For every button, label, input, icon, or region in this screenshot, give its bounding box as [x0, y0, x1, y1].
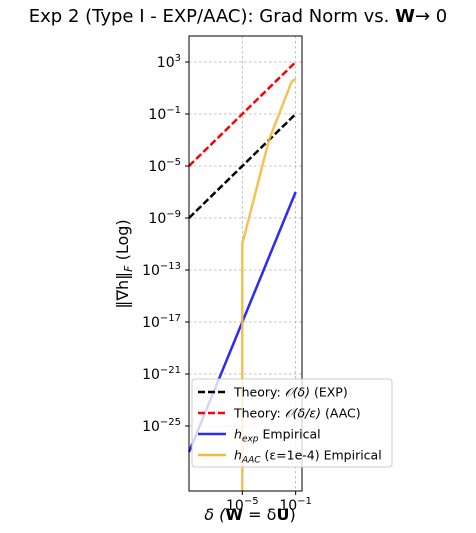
y-tick-label: 10−25: [142, 417, 181, 435]
chart-title-bold: W: [395, 6, 415, 27]
legend-label-theory-aac: Theory: 𝒪(δ/ε) (AAC): [233, 406, 361, 421]
y-tick-label: 10−5: [148, 157, 181, 175]
legend-label-theory-exp-tail: (EXP): [310, 385, 348, 400]
y-tick-label: 10−17: [142, 313, 181, 331]
y-axis-label-tail: (Log): [113, 219, 132, 265]
legend-label-theory-aac-tail: (AAC): [321, 406, 361, 421]
y-tick-label: 10−9: [148, 209, 181, 227]
legend-box: [191, 378, 393, 468]
legend-label-h-exp-sub: exp: [242, 435, 259, 445]
y-tick-label-exponent: −5: [166, 157, 181, 168]
x-tick-label-base: 10: [279, 498, 297, 514]
y-tick-label-exponent: −17: [160, 313, 181, 324]
y-tick-label-base: 10: [148, 211, 166, 227]
x-axis-label: δ (W = δU): [204, 505, 295, 524]
legend-label-theory-aac-main: Theory:: [233, 406, 285, 421]
y-tick-label-exponent: −1: [166, 105, 181, 116]
x-tick-label: 10−5: [226, 496, 259, 514]
x-axis-label-suffix: ): [289, 505, 295, 524]
legend-label-h-aac-tail: (ε=1e-4) Empirical: [261, 448, 382, 463]
y-tick-label-base: 10: [142, 263, 160, 279]
y-tick-label-exponent: −25: [160, 417, 181, 428]
legend-label-h-aac-sub: AAC: [241, 456, 261, 466]
y-tick-label-exponent: −9: [166, 209, 181, 220]
y-tick-label-exponent: −21: [160, 365, 181, 376]
legend-label-h-aac: hAAC (ε=1e-4) Empirical: [234, 448, 382, 466]
x-tick-label-base: 10: [226, 498, 244, 514]
y-tick-label-base: 10: [142, 367, 160, 383]
plot-frame: [188, 35, 303, 492]
legend-label-theory-exp-math: 𝒪(δ): [285, 385, 310, 400]
chart-title-text: Exp 2 (Type I - EXP/AAC): Grad Norm vs.: [29, 6, 395, 27]
theory-aac-line: [188, 61, 297, 167]
legend-label-h-exp: hexp Empirical: [234, 427, 321, 445]
y-tick-label: 10−21: [142, 365, 181, 383]
chart-title-suffix: → 0: [415, 6, 447, 27]
chart-title: Exp 2 (Type I - EXP/AAC): Grad Norm vs. …: [29, 6, 447, 27]
y-tick-label-base: 10: [148, 107, 166, 123]
legend-label-h-exp-tail: Empirical: [259, 427, 321, 442]
x-axis-label-mid: = δ: [243, 505, 276, 524]
x-tick-label-exponent: −5: [244, 496, 259, 507]
legend-label-h-aac-main: h: [234, 448, 242, 463]
legend-label-theory-exp-main: Theory:: [233, 385, 285, 400]
y-tick-label-exponent: −13: [160, 261, 181, 272]
legend-label-theory-exp: Theory: 𝒪(δ) (EXP): [233, 385, 348, 400]
x-axis-label-bold-2: U: [276, 505, 289, 524]
axis-ticks: 10−5 10−110−2510−2110−1710−1310−910−510−1…: [142, 53, 312, 514]
x-axis-label-prefix: δ (: [204, 505, 226, 524]
h-aac-line: [241, 77, 297, 491]
legend: Theory: 𝒪(δ) (EXP) Theory: 𝒪(δ/ε) (AAC) …: [191, 378, 393, 468]
y-tick-label-base: 10: [142, 315, 160, 331]
x-tick-label-exponent: −1: [297, 496, 312, 507]
y-axis-label: ‖∇h‖F (Log): [113, 219, 135, 308]
y-tick-label: 103: [157, 53, 181, 71]
y-tick-label-base: 10: [142, 419, 160, 435]
y-tick-label-base: 10: [157, 55, 175, 71]
y-axis-label-main: ‖∇h‖: [113, 272, 132, 309]
x-tick-label: 10−1: [279, 496, 312, 514]
y-tick-label-base: 10: [148, 159, 166, 175]
y-tick-label: 10−1: [148, 105, 181, 123]
theory-exp-line: [188, 113, 297, 219]
y-axis-label-sub: F: [122, 265, 135, 272]
x-axis-label-bold-1: W: [225, 505, 243, 524]
y-tick-label: 10−13: [142, 261, 181, 279]
legend-label-theory-aac-math: 𝒪(δ/ε): [285, 406, 321, 421]
legend-label-h-exp-main: h: [234, 427, 242, 442]
y-tick-label-exponent: 3: [175, 53, 181, 64]
